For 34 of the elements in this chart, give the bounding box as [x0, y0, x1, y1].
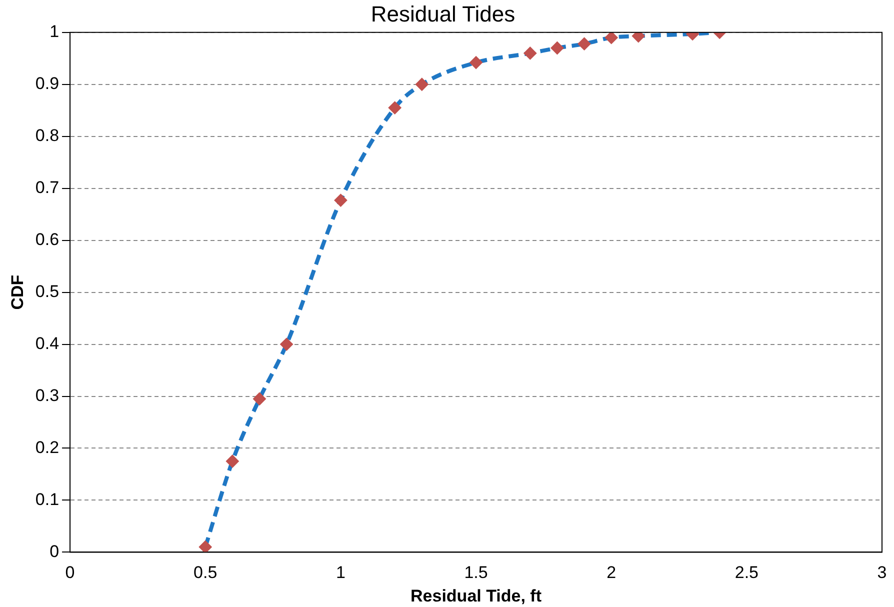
y-tick-label: 0.4 — [35, 334, 60, 353]
point — [198, 540, 212, 552]
point — [226, 454, 239, 468]
x-tick-label: 1 — [336, 563, 346, 582]
y-tick-label: 0.1 — [35, 490, 60, 509]
y-tick-label: 0.5 — [35, 282, 60, 301]
point — [470, 56, 483, 70]
y-tick-label: 0.9 — [35, 74, 60, 94]
y-tick-label: 0.3 — [35, 386, 60, 405]
y-tick-label: 0.2 — [35, 438, 60, 457]
y-tick-label: 0.8 — [35, 126, 60, 146]
y-tick-label: 0.7 — [35, 178, 60, 198]
point — [578, 37, 591, 50]
x-tick-label: 2.5 — [734, 563, 758, 582]
point — [524, 46, 537, 60]
x-tick-label: 3 — [877, 563, 887, 582]
y-axis-title: CDF — [8, 274, 27, 310]
point — [280, 338, 294, 351]
y-tick-label: 0.6 — [35, 230, 60, 250]
y-tick-label: 0 — [50, 542, 60, 561]
point — [415, 78, 428, 91]
y-tick-label: 1 — [50, 22, 60, 42]
x-tick-label: 1.5 — [464, 563, 488, 582]
point — [632, 32, 645, 43]
chart-title: Residual Tides — [370, 1, 516, 26]
x-tick-label: 0.5 — [194, 563, 218, 582]
point — [388, 101, 402, 114]
point — [334, 194, 348, 207]
x-tick-label: 2 — [606, 563, 616, 582]
x-tick-label: 0 — [65, 563, 75, 582]
x-axis-title: Residual Tide, ft — [410, 586, 542, 606]
point — [252, 392, 266, 406]
point — [604, 32, 618, 44]
point — [550, 41, 564, 54]
